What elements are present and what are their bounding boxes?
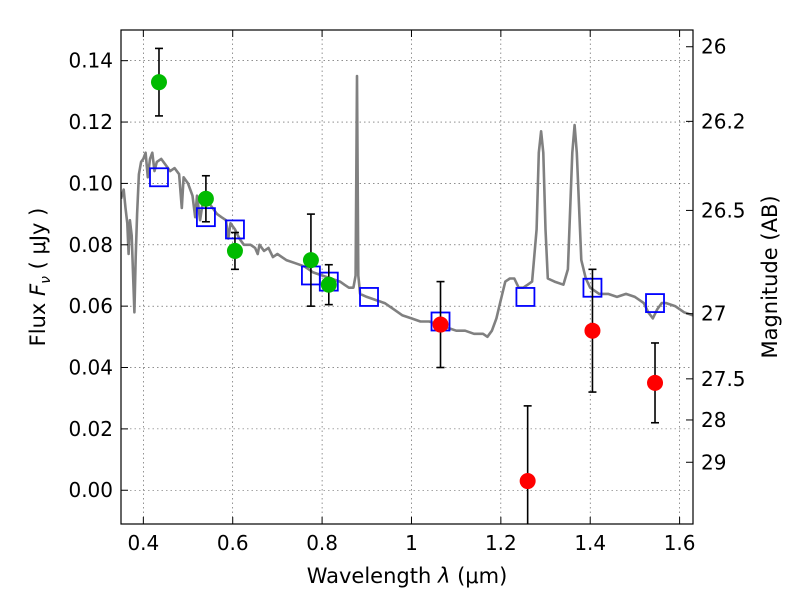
grid-lines [121,30,693,524]
model-photometry-square [515,287,536,307]
red-data-point [432,316,449,333]
y-tick-label: 0.06 [68,294,113,318]
mag-tick-label: 27 [701,302,726,326]
x-tick-label: 1.4 [574,531,606,555]
x-tick-label: 0.6 [217,531,249,555]
y-tick-label: 0.08 [68,233,113,257]
y-tick-label: 0.02 [68,417,113,441]
green-data-point [197,190,214,207]
mag-tick-label: 26.2 [701,109,746,133]
red-data-point [647,374,664,391]
model-photometry-square [645,293,665,313]
y-tick-label: 0.14 [68,49,113,73]
data-series [121,47,693,524]
x-tick-label: 0.4 [127,531,159,555]
red-data-point [584,322,601,339]
green-data-point [226,242,243,259]
model-spectrum-line [121,74,693,339]
y-tick-label: 0.00 [68,478,113,502]
green-data-point [150,74,167,91]
axis-ticks: 0.4 0.6 0.8 1 1.2 1.4 1.6 0.00 0.02 0.04 0.06 0.08 0… [68,30,746,555]
mag-tick-label: 27.5 [701,367,746,391]
y-tick-label: 0.04 [68,356,113,380]
y-axis-label-right: Magnitude (AB) [758,195,782,358]
x-axis-label: Wavelength λ (μm) [307,564,508,588]
green-data-point [302,252,319,269]
green-data-point [320,276,337,293]
x-tick-label: 1 [405,531,418,555]
model-photometry-square [149,167,169,188]
red-data-point [519,473,536,490]
mag-tick-label: 26.5 [701,198,746,222]
mag-tick-label: 28 [701,408,726,432]
x-tick-label: 1.6 [664,531,696,555]
mag-tick-label: 26 [701,35,726,59]
y-tick-label: 0.12 [68,110,113,134]
x-tick-label: 1.2 [485,531,517,555]
model-photometry-square [359,287,379,307]
plot-frame [120,29,694,525]
x-tick-label: 0.8 [306,531,338,555]
mag-tick-label: 29 [701,450,726,474]
y-tick-label: 0.10 [68,171,113,195]
clipped-series [121,47,693,524]
y-axis-label-left: Flux Fν ( μJy ) [26,208,54,347]
